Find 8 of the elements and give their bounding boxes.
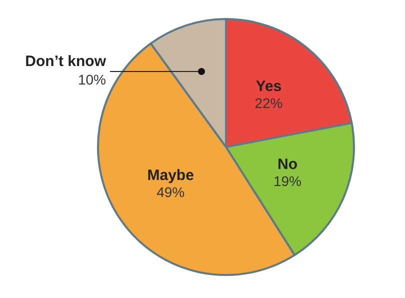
slice-label: Don’t know (25, 53, 106, 70)
data-label: 22% (254, 94, 283, 111)
slice-label: No (277, 156, 298, 174)
data-label: 49% (156, 184, 185, 200)
slice-label: Yes (256, 78, 282, 95)
data-label: 10% (78, 72, 106, 88)
data-label: 19% (273, 173, 302, 190)
slice-label: Maybe (147, 167, 194, 184)
